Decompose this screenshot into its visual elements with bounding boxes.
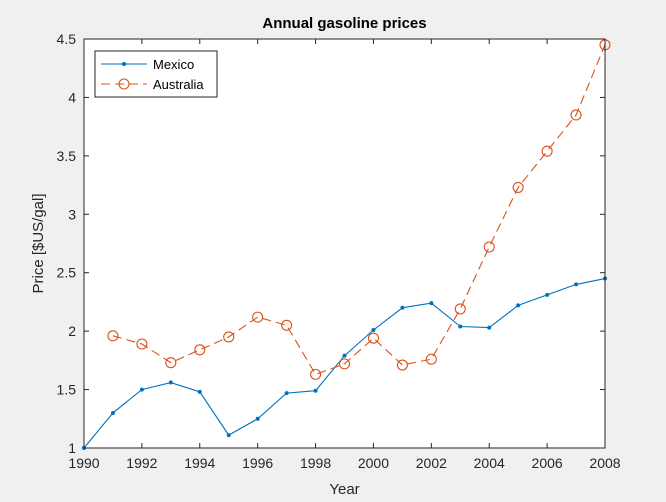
australia-point xyxy=(367,332,379,344)
x-tick-label: 1992 xyxy=(126,455,157,471)
australia-point xyxy=(136,338,148,350)
x-tick-label: 1990 xyxy=(68,455,99,471)
mexico-point xyxy=(110,410,115,415)
australia-point xyxy=(396,359,408,371)
australia-point xyxy=(310,368,322,380)
x-tick-label: 1994 xyxy=(184,455,215,471)
mexico-legend-label: Mexico xyxy=(153,57,194,72)
x-tick-label: 2004 xyxy=(474,455,505,471)
plot-frame xyxy=(83,38,606,449)
australia-legend-marker xyxy=(118,78,130,90)
mexico-point xyxy=(487,325,492,330)
y-tick-label: 3 xyxy=(68,206,76,222)
plot-area xyxy=(84,39,605,448)
x-tick-label: 1996 xyxy=(242,455,273,471)
legend-box xyxy=(94,50,218,98)
mexico-point xyxy=(284,391,289,396)
australia-point xyxy=(570,109,582,121)
x-tick-label: 2006 xyxy=(532,455,563,471)
australia-point xyxy=(425,353,437,365)
mexico-legend-marker xyxy=(122,62,126,66)
australia-point xyxy=(252,311,264,323)
australia-point xyxy=(483,241,495,253)
y-tick-label: 1 xyxy=(68,440,76,456)
y-tick-label: 2 xyxy=(68,323,76,339)
mexico-point xyxy=(429,301,434,306)
y-tick-label: 4.5 xyxy=(57,31,77,47)
ticks-layer: 1990 1992 1994 1996 1998 2000 2002 2004 2006 2008… xyxy=(57,31,621,471)
australia-point xyxy=(454,303,466,315)
mexico-point xyxy=(342,353,347,358)
x-tick-label: 2002 xyxy=(416,455,447,471)
mexico-point xyxy=(545,292,550,297)
mexico-point xyxy=(574,282,579,287)
legend: Mexico Australia xyxy=(94,50,218,98)
mexico-point xyxy=(400,305,405,310)
mexico-point xyxy=(313,388,318,393)
australia-point xyxy=(107,330,119,342)
mexico-point xyxy=(168,380,173,385)
y-tick-label: 4 xyxy=(68,89,76,105)
australia-point xyxy=(541,145,553,157)
x-tick-label: 2008 xyxy=(589,455,620,471)
y-axis-label: Price [$US/gal] xyxy=(30,193,47,293)
x-axis-label: Year xyxy=(329,481,359,498)
australia-point xyxy=(338,358,351,370)
mexico-point xyxy=(139,387,144,392)
mexico-point xyxy=(226,433,231,438)
australia-point xyxy=(281,319,293,331)
mexico-point xyxy=(255,416,260,421)
australia-point xyxy=(165,357,177,369)
mexico-point xyxy=(516,303,521,308)
australia-point xyxy=(194,344,206,356)
australia-point xyxy=(512,181,524,193)
y-tick-label: 2.5 xyxy=(57,265,77,281)
y-tick-label: 3.5 xyxy=(57,148,77,164)
x-tick-label: 1998 xyxy=(300,455,331,471)
y-tick-label: 1.5 xyxy=(57,382,77,398)
x-tick-label: 2000 xyxy=(358,455,389,471)
australia-legend-label: Australia xyxy=(153,77,204,92)
mexico-point xyxy=(458,324,463,329)
mexico-point xyxy=(371,327,376,332)
chart-title: Annual gasoline prices xyxy=(262,15,426,32)
mexico-point xyxy=(197,389,202,394)
australia-point xyxy=(223,331,235,343)
